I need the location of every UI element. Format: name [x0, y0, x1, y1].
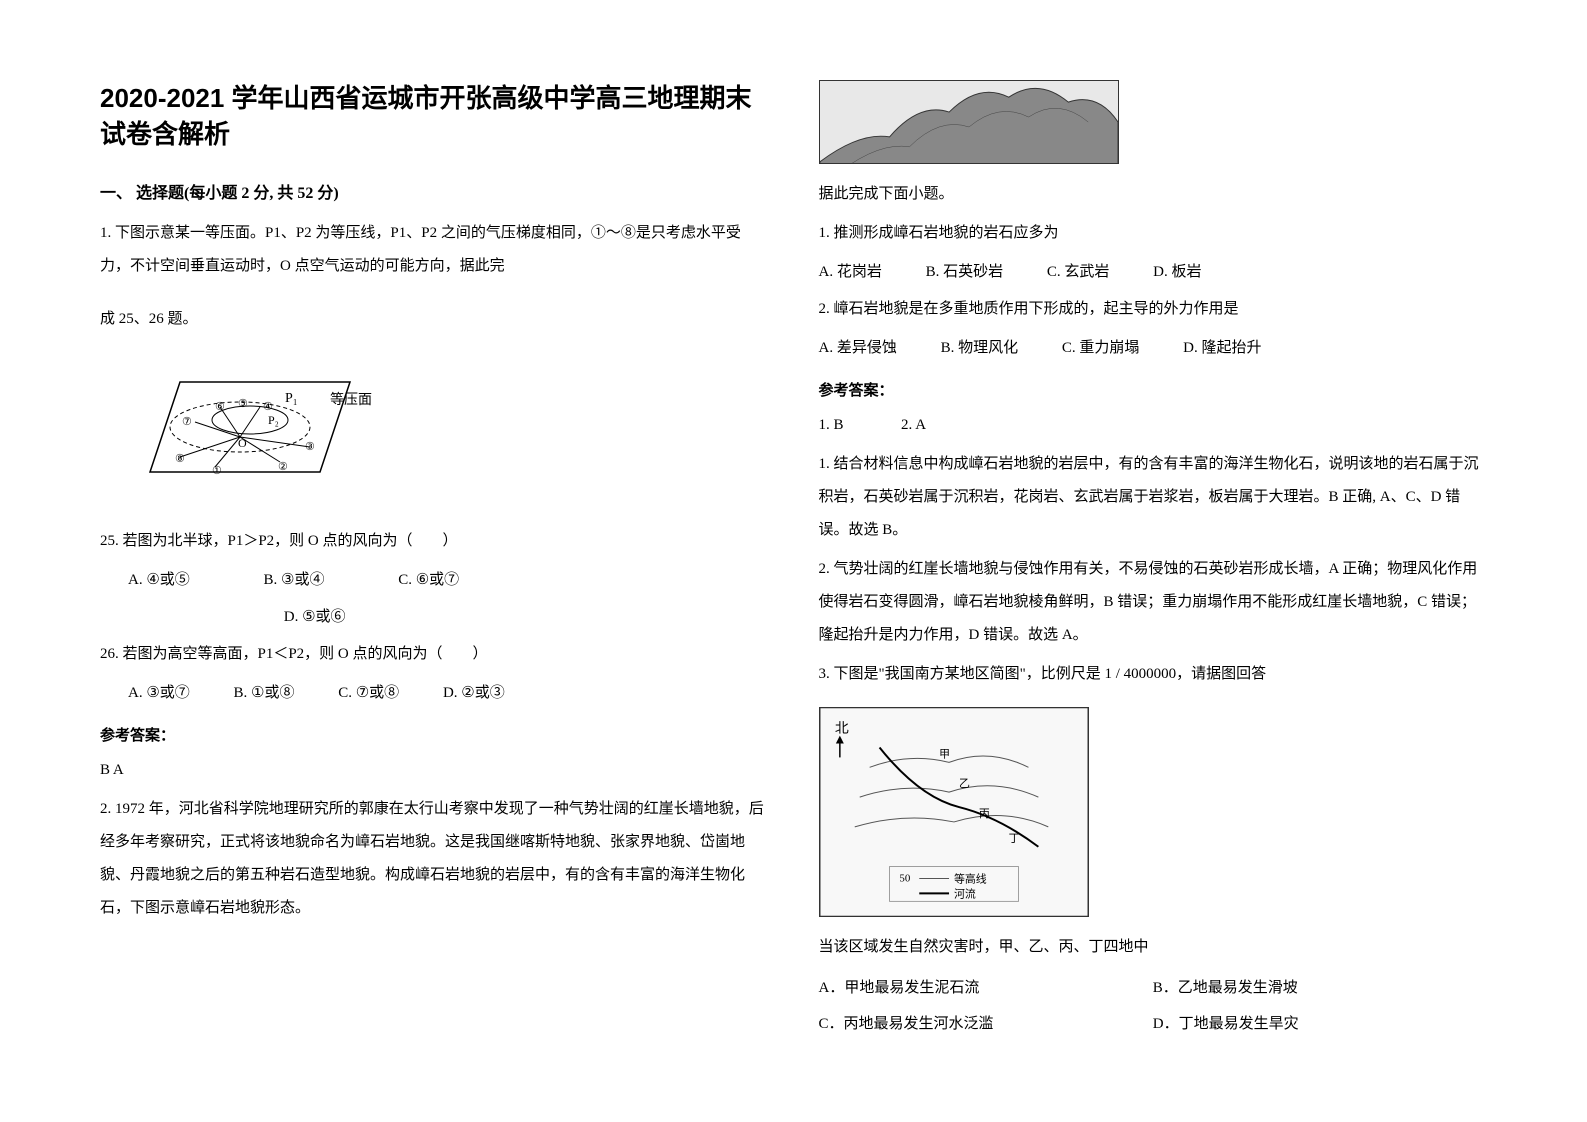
svg-text:⑤: ⑤ [238, 398, 248, 410]
q2-answer-label: 参考答案： [819, 379, 1488, 400]
q26-options: A. ③或⑦ B. ①或⑧ C. ⑦或⑧ D. ②或③ [100, 677, 769, 710]
q2-2-d: D. 隆起抬升 [1183, 332, 1261, 365]
q2-answers: 1. B 2. A [819, 410, 1488, 440]
q25-opt-c: C. ⑥或⑦ [398, 564, 459, 597]
svg-text:北: 北 [834, 721, 848, 737]
q26-opt-c: C. ⑦或⑧ [338, 677, 399, 710]
q3-opt-c: C．丙地最易发生河水泛滥 [819, 1006, 1153, 1042]
q1-stem-2: 成 25、26 题。 [100, 303, 769, 336]
left-column: 2020-2021 学年山西省运城市开张高级中学高三地理期末试卷含解析 一、 选… [100, 80, 769, 1042]
svg-text:O: O [238, 436, 247, 450]
q3-sub-stem: 当该区域发生自然灾害时，甲、乙、丙、丁四地中 [819, 931, 1488, 964]
contour-legend: 等高线 [954, 871, 987, 885]
q25-opt-d: D. ⑤或⑥ [284, 609, 346, 625]
q26-opt-a: A. ③或⑦ [128, 677, 190, 710]
q2-2-c: C. 重力崩塌 [1062, 332, 1140, 365]
q2-1-stem: 1. 推测形成嶂石岩地貌的岩石应多为 [819, 217, 1488, 250]
q26-stem: 26. 若图为高空等高面，P1＜P2，则 O 点的风向为（ ） [100, 638, 769, 671]
q2-explain-2: 2. 气势壮阔的红崖长墙地貌与侵蚀作用有关，不易侵蚀的石英砂岩形成长墙，A 正确… [819, 553, 1488, 652]
q2-1-d: D. 板岩 [1153, 256, 1201, 289]
q1-stem-1: 1. 下图示意某一等压面。P1、P2 为等压线，P1、P2 之间的气压梯度相同，… [100, 217, 769, 283]
q3-opt-a: A．甲地最易发生泥石流 [819, 970, 1153, 1006]
q2-2-b: B. 物理风化 [941, 332, 1019, 365]
svg-text:②: ② [278, 461, 288, 473]
svg-text:丙: 丙 [978, 808, 989, 820]
q2-note: 据此完成下面小题。 [819, 178, 1488, 211]
q3-map: 北 甲 乙 丙 丁 50 等高线 河流 [819, 707, 1089, 917]
q25-options-1: A. ④或⑤ B. ③或④ C. ⑥或⑦ [100, 564, 769, 597]
q3-options: A．甲地最易发生泥石流 B．乙地最易发生滑坡 C．丙地最易发生河水泛滥 D．丁地… [819, 970, 1488, 1042]
svg-text:P₁: P₁ [285, 391, 298, 406]
svg-text:⑧: ⑧ [175, 453, 185, 465]
svg-text:50: 50 [899, 872, 910, 884]
svg-text:③: ③ [305, 441, 315, 453]
q1-answer-label: 参考答案： [100, 724, 769, 745]
q2-image [819, 80, 1119, 164]
q2-1-b: B. 石英砂岩 [926, 256, 1004, 289]
q2-stem: 2. 1972 年，河北省科学院地理研究所的郭康在太行山考察中发现了一种气势壮阔… [100, 793, 769, 925]
q2-answer-2: 2. A [901, 417, 926, 433]
q2-1-options: A. 花岗岩 B. 石英砂岩 C. 玄武岩 D. 板岩 [819, 256, 1488, 289]
isobaric-label: 等压面 [330, 391, 372, 408]
section-1-heading: 一、 选择题(每小题 2 分, 共 52 分) [100, 179, 769, 203]
q25-stem: 25. 若图为北半球，P1＞P2，则 O 点的风向为（ ） [100, 525, 769, 558]
q26-opt-b: B. ①或⑧ [234, 677, 295, 710]
river-legend: 河流 [954, 886, 976, 900]
q2-answer-1: 1. B [819, 417, 844, 433]
q2-2-options: A. 差异侵蚀 B. 物理风化 C. 重力崩塌 D. 隆起抬升 [819, 332, 1488, 365]
exam-title: 2020-2021 学年山西省运城市开张高级中学高三地理期末试卷含解析 [100, 80, 769, 153]
right-column: 据此完成下面小题。 1. 推测形成嶂石岩地貌的岩石应多为 A. 花岗岩 B. 石… [819, 80, 1488, 1042]
q25-options-2: D. ⑤或⑥ [100, 601, 769, 634]
svg-text:乙: 乙 [958, 777, 969, 790]
q2-2-a: A. 差异侵蚀 [819, 332, 897, 365]
q26-opt-d: D. ②或③ [443, 677, 505, 710]
q25-opt-a: A. ④或⑤ [128, 564, 190, 597]
q2-1-a: A. 花岗岩 [819, 256, 882, 289]
q3-stem: 3. 下图是"我国南方某地区简图"，比例尺是 1 / 4000000，请据图回答 [819, 658, 1488, 691]
q3-opt-d: D．丁地最易发生旱灾 [1153, 1006, 1487, 1042]
svg-text:⑥: ⑥ [215, 401, 225, 413]
q25-opt-b: B. ③或④ [264, 564, 325, 597]
q1-diagram: P₁ P₂ 等压面 ① ② ③ ④ ⑤ ⑥ ⑦ ⑧ O [120, 352, 769, 507]
q1-answer: B A [100, 755, 769, 785]
svg-text:丁: 丁 [1008, 833, 1019, 845]
svg-text:⑦: ⑦ [182, 416, 192, 428]
q2-2-stem: 2. 嶂石岩地貌是在多重地质作用下形成的，起主导的外力作用是 [819, 293, 1488, 326]
q2-1-c: C. 玄武岩 [1047, 256, 1110, 289]
svg-text:①: ① [212, 465, 222, 477]
svg-text:甲: 甲 [939, 748, 950, 760]
q2-explain-1: 1. 结合材料信息中构成嶂石岩地貌的岩层中，有的含有丰富的海洋生物化石，说明该地… [819, 448, 1488, 547]
svg-text:④: ④ [263, 401, 273, 413]
svg-text:P₂: P₂ [268, 413, 279, 427]
q3-opt-b: B．乙地最易发生滑坡 [1153, 970, 1487, 1006]
